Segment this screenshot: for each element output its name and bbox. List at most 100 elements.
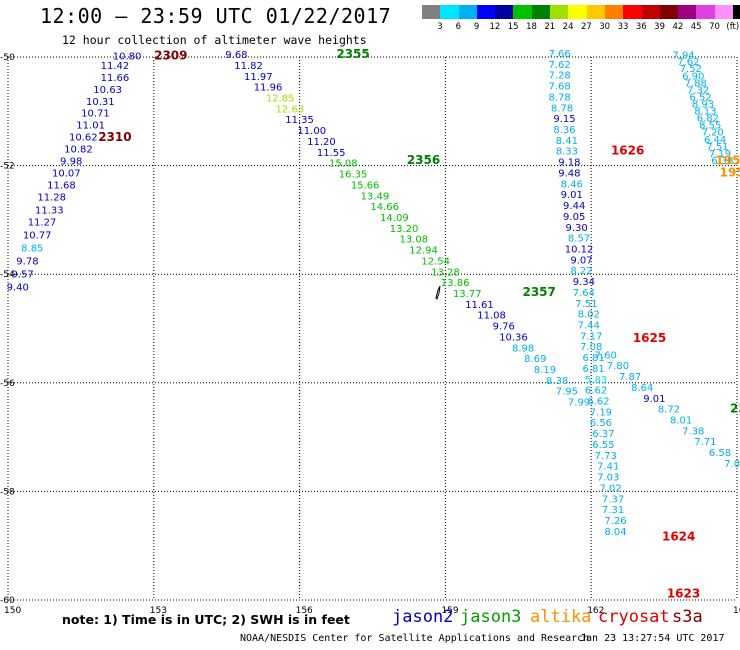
color-swatch	[495, 5, 514, 19]
y-tick-label: -50	[0, 53, 15, 63]
color-scale-label: 24	[562, 22, 574, 32]
swh-value: 13.77	[453, 289, 482, 300]
swh-value: 8.46	[561, 179, 583, 190]
swh-value: 8.38	[546, 376, 568, 387]
swh-value: 6.44	[704, 135, 726, 146]
swh-value: 11.20	[307, 137, 336, 148]
color-scale-label: 36	[635, 22, 647, 32]
swh-value: 8.04	[604, 527, 626, 538]
y-tick-label: -56	[0, 379, 15, 389]
swh-value: 9.15	[553, 114, 575, 125]
swh-value: 11.33	[35, 205, 64, 216]
swh-value: 8.36	[553, 125, 575, 136]
swh-value: 7.41	[597, 462, 619, 473]
pass-label: 2309	[154, 49, 187, 63]
color-scale-label: 42	[672, 22, 684, 32]
color-scale-label: 39	[654, 22, 665, 32]
swh-value: 12.63	[276, 104, 305, 115]
color-swatch	[513, 5, 532, 19]
swh-value: 15.66	[351, 180, 380, 191]
swh-value: 9.07	[570, 255, 592, 266]
swh-value: 9.76	[493, 322, 515, 333]
color-scale-label: 21	[544, 22, 556, 32]
swh-value: 7.95	[556, 387, 578, 398]
pass-label: 195	[720, 165, 740, 179]
swh-value: 7.73	[595, 451, 617, 462]
swh-value: 8.02	[578, 310, 600, 321]
swh-value: 11.01	[76, 121, 105, 132]
swh-value: 8.72	[658, 405, 680, 416]
swh-value: 10.36	[499, 332, 528, 343]
swh-value: 10.82	[64, 145, 93, 156]
swh-value: 16.35	[339, 170, 368, 181]
swh-value: 7.51	[575, 299, 597, 310]
color-scale-label: 27	[580, 22, 592, 32]
color-swatch	[440, 5, 459, 19]
credit-text: NOAA/NESDIS Center for Satellite Applica…	[240, 633, 590, 644]
swh-value: 11.68	[47, 180, 76, 191]
swh-value: 7.31	[602, 505, 624, 516]
swh-value: 11.55	[317, 148, 346, 159]
swh-value: 9.98	[60, 157, 82, 168]
swh-value: 11.08	[477, 311, 506, 322]
swh-value: 13.49	[361, 191, 390, 202]
swh-value: 7.19	[590, 407, 612, 418]
swh-value: 5.83	[585, 375, 607, 386]
swh-value: 8.98	[512, 343, 534, 354]
swh-value: 7.19	[709, 149, 731, 160]
swh-value: 13.86	[441, 278, 470, 289]
color-scale-label: 18	[526, 22, 537, 32]
swh-value: 6.58	[709, 448, 731, 459]
swh-value: 6.62	[587, 397, 609, 408]
swh-value: 7.08	[580, 342, 602, 353]
color-scale-label: 9	[473, 22, 480, 32]
page-title: 12:00 – 23:59 UTC 01/22/2017	[40, 4, 392, 28]
swh-value: 9.44	[563, 201, 585, 212]
swh-value: 8.57	[568, 234, 590, 245]
swh-value: 9.78	[16, 256, 38, 267]
color-swatch	[604, 5, 624, 19]
pass-label: 2310	[98, 130, 131, 144]
color-scale-bar	[422, 5, 740, 19]
swh-value: 9.57	[11, 269, 33, 280]
swh-value: 8.19	[534, 365, 556, 376]
generated-timestamp: Jan 23 13:27:54 UTC 2017	[580, 633, 725, 644]
legend-altika: altika	[530, 607, 592, 627]
swh-value: 9.18	[558, 158, 580, 169]
color-swatch	[458, 5, 477, 19]
color-scale-label: 3	[437, 22, 443, 32]
color-scale-label: 70	[709, 22, 720, 32]
swh-value: 6.82	[697, 114, 719, 125]
swh-value: 10.63	[93, 85, 122, 96]
pass-label: 2358	[730, 402, 740, 416]
color-swatch	[714, 5, 734, 19]
swh-value: 7.60	[595, 350, 617, 361]
swh-value: 8.41	[556, 136, 578, 147]
swh-value: 12.94	[409, 246, 438, 257]
x-tick-label: 165	[733, 606, 740, 616]
swh-value: 7.94	[672, 51, 694, 62]
pass-label: 2355	[336, 47, 369, 61]
swh-value: 7.03	[597, 473, 619, 484]
swh-value: 10.31	[86, 97, 115, 108]
swh-value: 7.38	[682, 426, 704, 437]
swh-value: 7.64	[573, 288, 595, 299]
color-swatch	[678, 5, 697, 19]
swh-value: 8.85	[21, 243, 43, 254]
swh-value: 11.28	[37, 192, 66, 203]
legend-jason2: jason2	[392, 607, 454, 627]
color-swatch	[696, 5, 715, 19]
swh-value: 10.71	[81, 109, 110, 120]
color-swatch	[568, 5, 587, 19]
swh-value: 10.77	[23, 230, 52, 241]
swh-value: 11.35	[285, 115, 314, 126]
swh-value: 7.28	[548, 71, 570, 82]
swh-value: 7.68	[548, 82, 570, 93]
swh-value: 8.69	[524, 354, 546, 365]
swh-value: 11.00	[297, 126, 326, 137]
swh-value: 8.33	[556, 147, 578, 158]
swh-value: 8.93	[692, 99, 714, 110]
swh-value: 10.07	[52, 168, 81, 179]
swh-value: 6.38	[711, 156, 733, 167]
